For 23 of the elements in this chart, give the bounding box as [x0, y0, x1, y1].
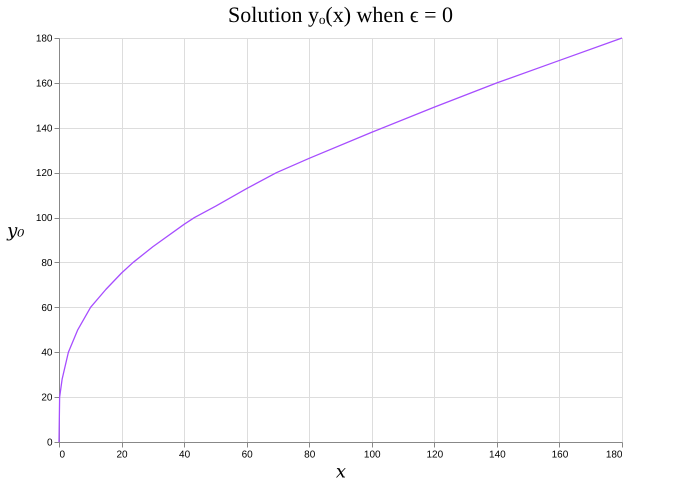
y-tick-label: 120: [36, 168, 53, 180]
y-tick-label: 100: [36, 213, 53, 224]
x-tick-label: 0: [60, 450, 66, 460]
x-tick-label: 40: [179, 450, 191, 460]
chart-title: Solution yₒ(x) when ϵ = 0: [228, 2, 454, 27]
x-tick-label: 80: [304, 450, 316, 460]
y-tick-label: 160: [36, 78, 53, 90]
x-tick-label: 60: [242, 450, 254, 460]
x-tick-label: 140: [489, 450, 506, 460]
y-tick-label: 40: [41, 348, 53, 359]
x-tick-label: 20: [116, 450, 128, 460]
y-tick-label: 0: [46, 438, 53, 448]
x-tick-label: 100: [364, 450, 382, 460]
x-tick-label: 160: [552, 450, 569, 460]
y-tick-label: 20: [41, 392, 53, 404]
y-tick-label: 80: [41, 258, 53, 269]
y-tick-label: 60: [41, 302, 53, 314]
x-axis-title: x: [336, 462, 346, 482]
y-tick-label: 140: [36, 123, 53, 134]
y-tick-label: 180: [36, 34, 53, 44]
y-axis-title: y₀: [6, 220, 25, 242]
x-tick-label: 180: [606, 450, 623, 460]
x-tick-label: 120: [426, 450, 444, 460]
